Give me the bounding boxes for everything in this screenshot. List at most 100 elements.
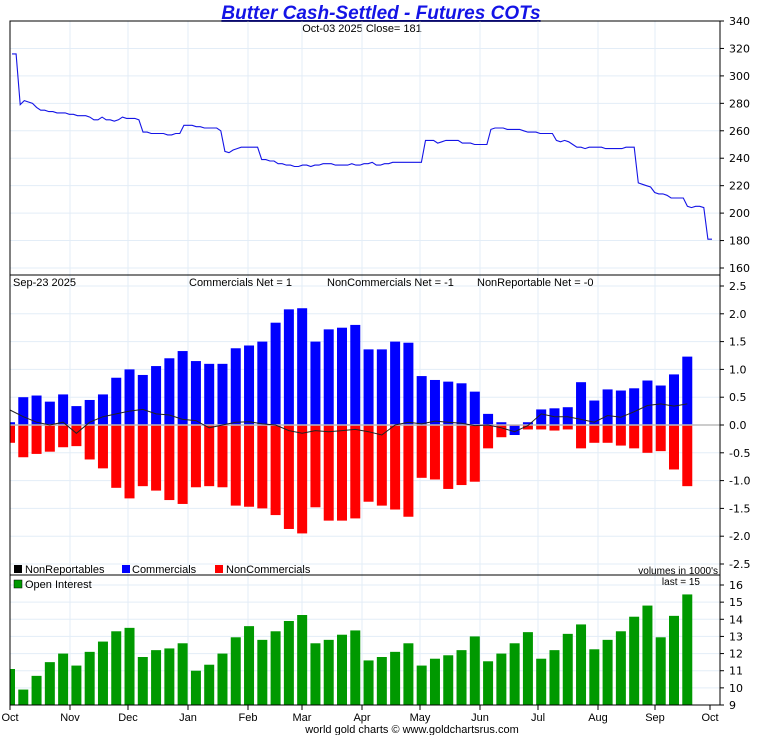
noncommercials-bar — [124, 425, 135, 499]
commercials-bar — [390, 341, 401, 425]
price-y-tick-label: 160 — [729, 262, 750, 275]
cot-panel — [9, 308, 720, 534]
x-tick-label: Jul — [531, 712, 545, 724]
oi-y-tick-label: 11 — [729, 665, 743, 678]
noncommercials-bar — [682, 425, 693, 487]
commercials-bar — [443, 381, 454, 425]
open-interest-bar — [483, 661, 494, 705]
noncommercials-bar — [669, 425, 679, 470]
open-interest-bar — [429, 658, 440, 705]
commercials-bar — [244, 345, 255, 425]
noncommercials-bar — [363, 425, 374, 502]
noncommercials-bar — [429, 425, 440, 480]
noncommercials-bar — [443, 425, 454, 489]
commercials-bar — [337, 327, 347, 425]
commercials-bar — [84, 399, 95, 425]
noncommercials-bar — [44, 425, 55, 452]
commercials-bar — [283, 309, 294, 425]
chart-title: Butter Cash-Settled - Futures COTs — [221, 3, 540, 24]
open-interest-bar — [390, 651, 401, 705]
open-interest-bar — [629, 616, 640, 705]
commercials-bar — [456, 383, 467, 425]
open-interest-panel — [10, 594, 693, 705]
commercials-bar — [217, 363, 228, 425]
x-tick-label: May — [410, 712, 431, 724]
open-interest-bar — [124, 627, 135, 705]
commercials-bar — [522, 422, 533, 425]
commercials-bar — [310, 341, 321, 425]
x-tick-label: Jun — [471, 712, 489, 724]
noncommercials-bar — [576, 425, 587, 449]
price-y-tick-label: 220 — [729, 180, 750, 193]
commercials-bar — [469, 391, 480, 425]
price-y-tick-label: 180 — [729, 235, 750, 248]
open-interest-bar — [615, 631, 626, 705]
legend-label-nonreportables: NonReportables — [25, 564, 105, 576]
noncommercials-bar — [18, 425, 29, 458]
price-y-tick-label: 280 — [729, 97, 750, 110]
open-interest-bar — [164, 648, 175, 705]
commercials-bar — [589, 400, 600, 425]
noncommercials-bar — [350, 425, 361, 519]
oi-y-tick-label: 9 — [729, 699, 736, 712]
open-interest-bar — [31, 675, 42, 705]
footer-credit: world gold charts © www.goldchartsrus.co… — [304, 724, 519, 735]
open-interest-bar — [363, 660, 374, 705]
oi-y-tick-label: 13 — [729, 630, 743, 643]
nonreportable-net-label: NonReportable Net = -0 — [477, 277, 593, 289]
legend-swatch-open-interest — [13, 579, 23, 589]
noncommercials-bar — [496, 425, 507, 438]
open-interest-bar — [682, 594, 693, 705]
noncommercials-bar — [655, 425, 666, 452]
commercials-bar — [429, 379, 440, 425]
oi-y-tick-label: 14 — [729, 613, 743, 626]
open-interest-bar — [642, 605, 653, 705]
cot-y-tick-label: 0.5 — [729, 391, 747, 404]
commercials-bar — [682, 356, 693, 425]
open-interest-bar — [602, 639, 613, 705]
open-interest-bar — [655, 637, 666, 705]
price-line — [12, 53, 712, 240]
noncommercials-bar — [589, 425, 600, 443]
commercials-net-label: Commercials Net = 1 — [189, 277, 292, 289]
noncommercials-bar — [257, 425, 268, 509]
cot-y-tick-label: 2.0 — [729, 308, 747, 321]
commercials-bar — [257, 341, 268, 425]
oi-y-tick-label: 16 — [729, 579, 743, 592]
noncommercials-bar — [456, 425, 467, 486]
commercials-bar — [137, 374, 148, 425]
noncommercials-bar — [416, 425, 427, 478]
noncommercials-bar — [164, 425, 175, 501]
open-interest-bar — [589, 649, 600, 705]
noncommercials-bar — [230, 425, 241, 506]
open-interest-last: last = 15 — [662, 577, 701, 588]
x-tick-label: Apr — [353, 712, 370, 724]
commercials-bar — [615, 390, 626, 425]
commercials-bar — [230, 348, 241, 425]
oi-y-tick-label: 15 — [729, 596, 743, 609]
commercials-bar — [164, 358, 175, 425]
noncommercials-bar — [297, 425, 308, 534]
legend-swatch-nonreportables — [14, 565, 22, 573]
x-tick-label: Feb — [239, 712, 258, 724]
cot-y-tick-label: 1.5 — [729, 336, 747, 349]
open-interest-bar — [111, 631, 122, 705]
open-interest-bar — [469, 636, 480, 705]
commercials-bar — [576, 382, 587, 425]
open-interest-bar — [151, 650, 162, 705]
noncommercials-bar — [469, 425, 480, 482]
commercials-bar — [270, 322, 281, 425]
commercials-bar — [44, 401, 55, 425]
open-interest-bar — [337, 634, 347, 705]
noncommercials-bar — [403, 425, 414, 517]
price-y-tick-label: 340 — [729, 15, 750, 28]
open-interest-bar — [297, 615, 308, 705]
open-interest-bar — [509, 643, 520, 705]
noncommercials-bar — [84, 425, 95, 460]
noncommercials-bar — [549, 425, 560, 431]
noncommercials-bar — [522, 425, 533, 430]
commercials-bar — [18, 397, 29, 425]
noncommercials-bar — [111, 425, 122, 488]
commercials-bar — [602, 389, 613, 425]
